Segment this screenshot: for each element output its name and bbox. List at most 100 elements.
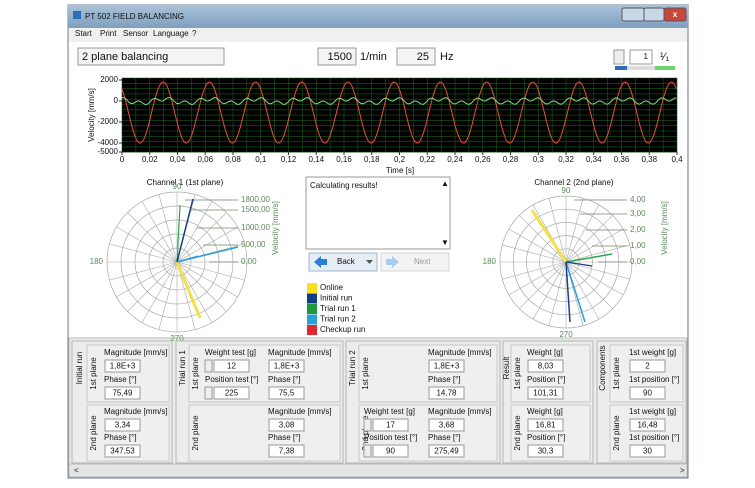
menu-item[interactable]: Start	[75, 29, 93, 38]
legend-swatch	[307, 325, 317, 335]
close-button[interactable]	[663, 7, 687, 22]
polar-ray	[176, 261, 238, 298]
value-box	[104, 418, 141, 432]
value-box	[104, 444, 141, 458]
back-button[interactable]	[308, 252, 378, 272]
app-icon	[73, 11, 81, 19]
scale-label: 1,00	[630, 241, 646, 250]
x-tick-label: 0	[120, 155, 125, 164]
value-box	[268, 444, 305, 458]
plane-label: 2nd plane	[89, 415, 98, 451]
vector	[565, 261, 586, 323]
polar-ray	[548, 261, 567, 326]
value-box[interactable]	[213, 359, 250, 373]
legend-swatch	[307, 314, 317, 325]
field-label: Weight [g]	[527, 407, 563, 416]
x-tick-label: 0,38	[641, 155, 657, 164]
run-fraction: ¹⁄₁	[660, 51, 670, 63]
vector	[176, 204, 181, 263]
vector	[176, 198, 194, 263]
x-tick-label: 0,4	[671, 155, 683, 164]
field-label: Magnitude [mm/s]	[428, 407, 492, 416]
polar-ray	[565, 215, 613, 263]
field-value: 2	[645, 362, 650, 371]
msg-scroll-down[interactable]: ▼	[441, 238, 449, 247]
polar-title: Channel 1 (1st plane)	[147, 178, 224, 187]
value-box	[104, 359, 141, 373]
field-value: 3,08	[279, 421, 295, 430]
scroll-left[interactable]: <	[74, 466, 79, 475]
run-spinner[interactable]	[613, 49, 625, 65]
spinner[interactable]	[204, 359, 213, 373]
y-axis-label: Velocity [mm/s]	[87, 88, 96, 142]
vector	[175, 261, 202, 319]
y-tick-label: 2000	[100, 75, 118, 84]
polar-ray	[565, 261, 630, 280]
value-box	[104, 386, 141, 400]
plane-label: 1st plane	[89, 357, 98, 390]
polar-ray	[565, 228, 624, 263]
plane-label: 2nd plane	[191, 415, 200, 451]
field-value: 17	[386, 421, 395, 430]
waveform-ch2	[121, 96, 677, 106]
plane-label: 2nd plane	[361, 415, 370, 451]
field-value: 7,38	[279, 447, 295, 456]
value-box[interactable]	[372, 444, 409, 458]
x-tick-label: 0,22	[419, 155, 435, 164]
h-scrollbar[interactable]	[68, 463, 688, 478]
field-label: Magnitude [mm/s]	[104, 348, 168, 357]
menu-item[interactable]: Language	[153, 29, 189, 38]
x-tick-label: 0,02	[142, 155, 158, 164]
plane-label: 1st plane	[191, 357, 200, 390]
scroll-right[interactable]: >	[680, 466, 685, 475]
maximize-button[interactable]	[643, 7, 665, 22]
field-value: 3,68	[439, 421, 455, 430]
polar-ray	[519, 215, 567, 263]
run-index: 1	[644, 52, 649, 61]
polar-ray	[502, 244, 567, 263]
value-box	[527, 444, 564, 458]
x-tick-label: 0,1	[255, 155, 267, 164]
x-tick-label: 0,3	[533, 155, 545, 164]
title-bar	[68, 5, 688, 28]
angle-label: 90	[173, 182, 182, 191]
polar-ray	[565, 261, 613, 309]
spinner[interactable]	[363, 418, 372, 432]
polar-ray	[127, 212, 178, 263]
field-label: Weight [g]	[527, 348, 563, 357]
back-arrow	[314, 256, 327, 268]
plane-box	[188, 404, 341, 462]
minimize-button[interactable]	[621, 7, 645, 22]
menu-item[interactable]: Print	[100, 29, 117, 38]
field-label: Position [°]	[527, 433, 565, 442]
panel-title: Trial run 2	[348, 350, 357, 386]
msg-scroll-up[interactable]: ▲	[441, 179, 449, 188]
menu-item[interactable]: ?	[192, 29, 197, 38]
value-box	[428, 359, 465, 373]
field-value: 1,8E+3	[434, 362, 460, 371]
progress-track	[615, 66, 675, 70]
polar-ray	[176, 261, 227, 312]
field-value: 90	[386, 447, 395, 456]
speed-box	[317, 47, 357, 66]
polar-ray	[519, 261, 567, 309]
value-box[interactable]	[213, 386, 250, 400]
value-box[interactable]	[372, 418, 409, 432]
speed: 1500	[328, 51, 352, 63]
field-value: 1,8E+3	[110, 362, 136, 371]
value-box	[428, 418, 465, 432]
spinner[interactable]	[363, 444, 372, 458]
polar-ray	[176, 226, 238, 263]
polar-ray	[176, 261, 245, 281]
polar-ray	[141, 201, 178, 263]
field-value: 3,34	[115, 421, 131, 430]
spinner[interactable]	[204, 386, 213, 400]
menu-item[interactable]: Sensor	[123, 29, 149, 38]
x-tick-label: 0,08	[225, 155, 241, 164]
field-label: Magnitude [mm/s]	[428, 348, 492, 357]
plane-label: 1st plane	[513, 357, 522, 390]
polar-axis-label: Velocity [mm/s]	[271, 201, 280, 255]
angle-label: 270	[170, 334, 184, 343]
polar-axis-label: Velocity [mm/s]	[660, 201, 669, 255]
